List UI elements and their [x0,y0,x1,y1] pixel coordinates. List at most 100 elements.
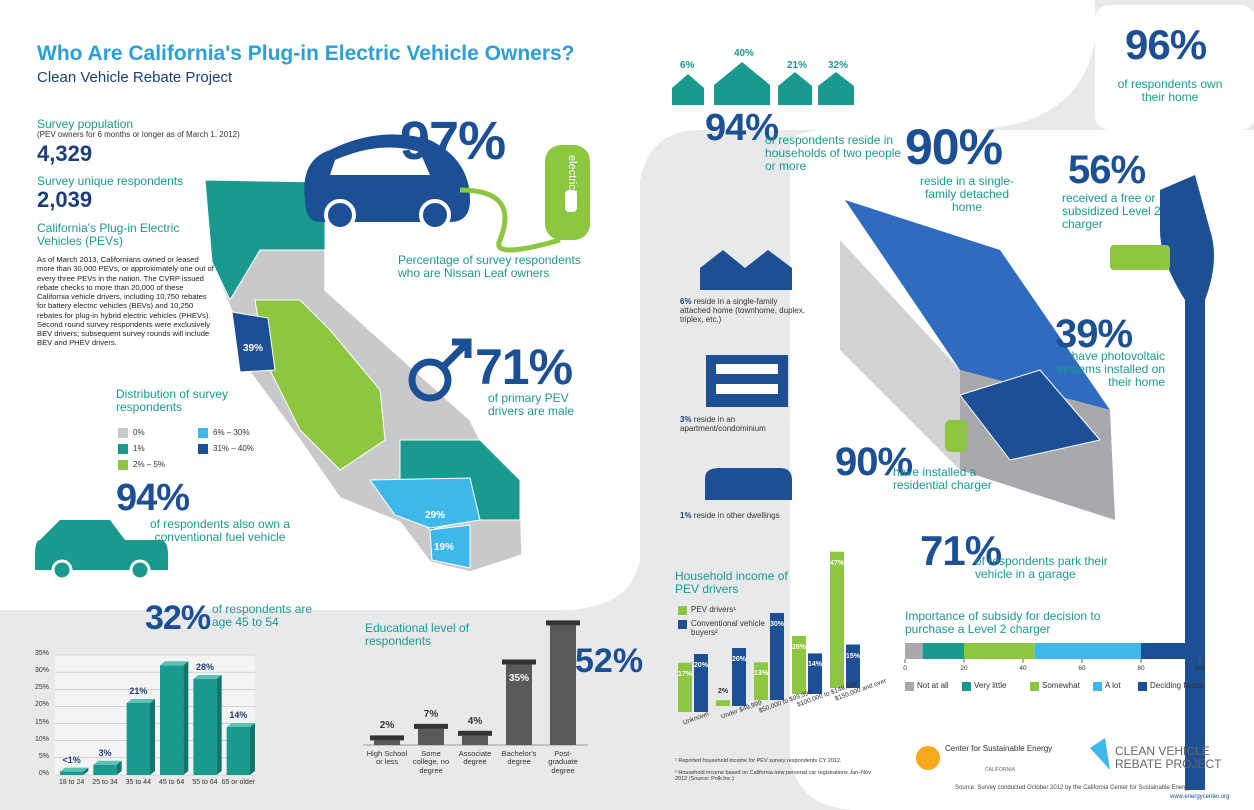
wheel [51,559,73,581]
bar [770,613,784,700]
y-tick-label: 25% [34,684,49,692]
legend-label: Deciding factor [1150,681,1204,690]
map-title: Distribution of survey respondents [116,387,229,415]
logo-text: CLEAN VEHICLE REBATE PROJECT [1115,744,1222,772]
figure [1160,175,1214,790]
legend-label: Very little [974,681,1007,690]
value-label: 15% [845,652,860,660]
window [716,364,778,374]
bar [462,735,488,745]
note: (PEV owners for 6 months or longer as of… [37,130,240,139]
legend-swatch [1093,682,1102,691]
stat-text: of respondents park their vehicle in a g… [975,554,1108,582]
stat-text: Percentage of survey respondents who are… [398,253,581,281]
legend-label: Conventional vehicle buyers² [691,619,765,637]
bar-side [250,723,255,775]
value-label: 4% [467,715,483,727]
household-size: 6% [680,60,695,71]
stat-text: 3% reside in an apartment/condominium [680,415,810,434]
stat-value: 3% [680,415,692,424]
bar-segment [905,643,923,659]
trailer-icon [705,468,792,500]
logo-text: CALIFORNIA [985,767,1016,773]
household-icons [672,62,854,105]
stat-value: 94% [116,477,190,519]
x-tick-label: 45 to 64 [159,779,185,786]
x-tick-label: High School or less [366,749,408,767]
solar-panel [959,369,1101,461]
bar-side [216,675,222,775]
bar [754,662,768,700]
station-label: electricity [566,155,578,201]
bar [792,636,806,694]
stat-value: 94% [705,107,779,149]
chart-title: Importance of subsidy for decision to pu… [905,609,1101,637]
apartment-icon [706,355,788,407]
stat-value: 39% [1055,312,1133,356]
stat-value: 96% [1125,21,1207,68]
legend-swatch [962,682,971,691]
cap [370,735,404,741]
x-tick-label: 20 [960,665,968,672]
x-tick-label: 25 to 34 [92,779,118,786]
male-symbol [440,338,472,370]
value-label: 17% [677,670,692,678]
bar [226,727,250,775]
stat-text: received a free or subsidized Level 2 ch… [1062,191,1161,232]
bar-side [183,661,189,775]
x-tick-label: Associate degree [458,749,492,767]
map-label: 19% [434,542,455,553]
x-tick-label: Post-graduate degree [548,749,578,775]
value-label: 47% [829,559,844,567]
legend-swatch [118,460,128,470]
attached-home-icon [700,250,792,290]
stat-label: reside in an apartment/condominium [680,415,766,433]
legend-label: PEV drivers¹ [691,605,736,614]
map-label: 29% [425,510,446,521]
station-plug [565,190,577,212]
label: Survey unique respondents [37,174,184,188]
value-label: 35% [508,672,529,684]
stat-label: reside in a single-family attached home … [680,297,805,324]
stat-value: 56% [1068,148,1146,192]
bar-top [226,723,255,727]
bar-top [60,767,89,772]
legend-swatch [678,620,687,629]
legend-label: 0% [133,428,145,437]
cap [458,730,492,736]
bar-top [160,661,189,666]
value-label: 2% [379,720,395,732]
stat-text: 1% reside in other dwellings [680,511,820,521]
house-wall [840,240,960,470]
map-region [231,311,276,373]
cash-icon [1110,245,1170,270]
household-size: 21% [787,60,808,71]
stat-label: reside in other dwellings [693,511,780,520]
logo-icon [1090,738,1110,770]
bar [678,662,692,712]
legend-label: 6% – 30% [213,428,250,437]
y-tick-label: 35% [34,650,49,657]
value-label: 20% [791,644,806,651]
bar-side [116,760,122,775]
y-tick-label: 5% [38,752,49,760]
bar [93,764,117,775]
map-region [254,299,386,471]
legend-label: Somewhat [1042,681,1080,690]
value-label: 2% [717,688,729,696]
legend-swatch [905,682,914,691]
stat-value: 1% [680,511,692,520]
value-label: 7% [423,708,439,720]
label: California's Plug-in Electric Vehicles (… [37,221,180,249]
bar [694,654,708,712]
stat-text: of primary PEV drivers are male [488,391,575,419]
bar-side [150,699,155,775]
bar-top [126,699,155,703]
legend-swatch [118,444,128,454]
y-tick-label: 0% [38,770,49,777]
bar [846,644,860,688]
bar-segment [922,643,964,659]
value-label: 20% [693,662,708,669]
